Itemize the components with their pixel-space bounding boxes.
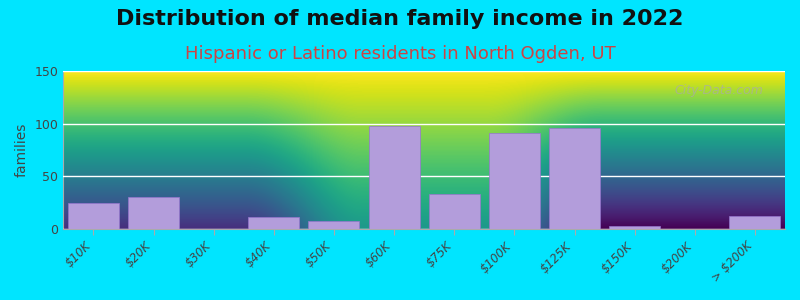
Bar (549, 128, 600, 229)
Text: Hispanic or Latino residents in North Ogden, UT: Hispanic or Latino residents in North Og… (185, 45, 615, 63)
Bar (609, 226, 660, 229)
Bar (429, 194, 480, 229)
Bar (369, 126, 420, 229)
Bar (68, 203, 119, 229)
Text: Distribution of median family income in 2022: Distribution of median family income in … (116, 9, 684, 29)
Bar (128, 197, 179, 229)
Y-axis label: families: families (15, 123, 29, 177)
Text: City-Data.com: City-Data.com (674, 84, 763, 97)
Bar (308, 220, 359, 229)
Bar (248, 218, 299, 229)
Bar (489, 133, 540, 229)
Bar (730, 216, 781, 229)
